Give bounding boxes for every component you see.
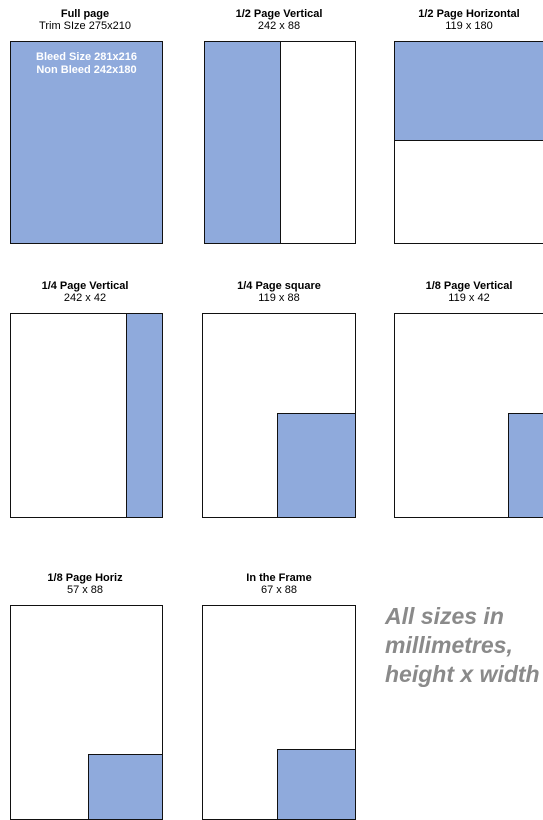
layout-caption-half-vertical: 1/2 Page Vertical 242 x 88 (204, 8, 354, 32)
layout-size: 119 x 88 (258, 292, 300, 304)
layout-caption-half-horizontal: 1/2 Page Horizontal 119 x 180 (394, 8, 543, 32)
layout-title: In the Frame (246, 572, 312, 584)
layout-size: 57 x 88 (66, 584, 104, 596)
layout-size: 119 x 42 (448, 292, 490, 304)
layout-quarter-square (202, 313, 356, 518)
layout-caption-eighth-horizontal: 1/8 Page Horiz 57 x 88 (10, 572, 160, 596)
layout-caption-full-page: Full page Trim SIze 275x210 (10, 8, 160, 32)
note-line: height x width (385, 661, 540, 687)
layout-caption-in-the-frame: In the Frame 67 x 88 (204, 572, 354, 596)
layout-size: 242 x 88 (257, 20, 301, 32)
non-bleed-size-label: Non Bleed 242x180 (36, 64, 137, 76)
layout-title: Full page (60, 8, 110, 20)
layout-half-vertical (204, 41, 356, 244)
bleed-info: Bleed Size 281x216 Non Bleed 242x180 (11, 51, 162, 77)
layout-eighth-horizontal (10, 605, 163, 820)
layout-in-the-frame (202, 605, 356, 820)
layout-quarter-vertical (10, 313, 163, 518)
bleed-size-label: Bleed Size 281x216 (36, 51, 137, 63)
layout-title: 1/8 Page Vertical (425, 280, 513, 292)
ad-area (88, 754, 162, 819)
layout-caption-quarter-square: 1/4 Page square 119 x 88 (204, 280, 354, 304)
layout-caption-eighth-vertical: 1/8 Page Vertical 119 x 42 (394, 280, 543, 304)
note-line: All sizes in (385, 603, 504, 629)
note-line: millimetres, (385, 632, 513, 658)
ad-area (277, 749, 355, 819)
layout-title: 1/2 Page Horizontal (418, 8, 520, 20)
measurement-note: All sizes in millimetres, height x width (385, 602, 543, 689)
layout-eighth-vertical (394, 313, 543, 518)
layout-title: 1/4 Page square (237, 280, 321, 292)
layout-size: 242 x 42 (63, 292, 107, 304)
layout-title: 1/8 Page Horiz (47, 572, 123, 584)
ad-area (508, 413, 543, 517)
layout-title: 1/4 Page Vertical (41, 280, 129, 292)
layout-size: 119 x 180 (445, 20, 493, 32)
ad-area (126, 314, 162, 517)
layout-title: 1/2 Page Vertical (235, 8, 323, 20)
layout-half-horizontal (394, 41, 543, 244)
ad-area: Bleed Size 281x216 Non Bleed 242x180 (11, 42, 162, 243)
ad-area (395, 42, 543, 141)
layout-caption-quarter-vertical: 1/4 Page Vertical 242 x 42 (10, 280, 160, 304)
ad-area (277, 413, 355, 517)
layout-size: 67 x 88 (260, 584, 298, 596)
ad-area (205, 42, 281, 243)
layout-size: Trim SIze 275x210 (39, 20, 131, 32)
layout-full-page: Bleed Size 281x216 Non Bleed 242x180 (10, 41, 163, 244)
